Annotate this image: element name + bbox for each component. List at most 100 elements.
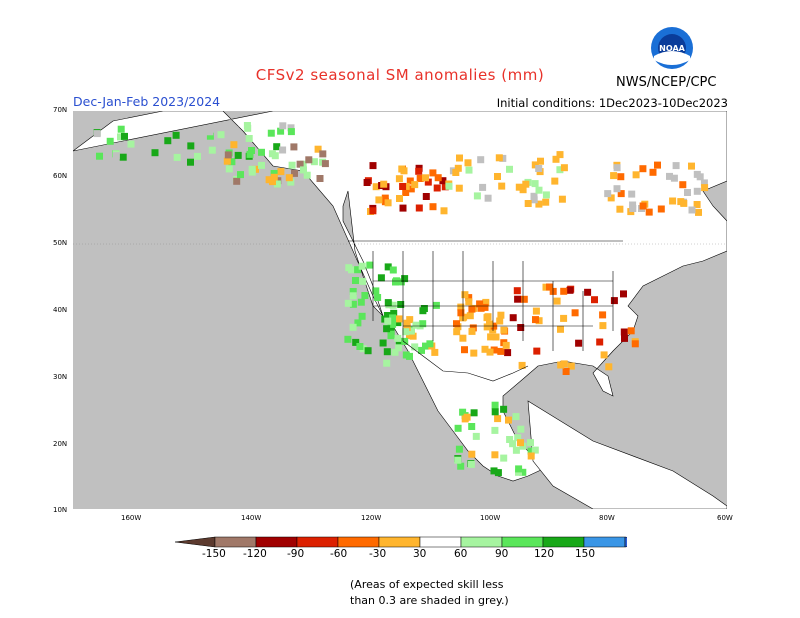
anomaly-cell (369, 162, 377, 170)
anomaly-cell (121, 132, 128, 140)
season-label: Dec-Jan-Feb 2023/2024 (73, 94, 221, 109)
anomaly-cell (482, 298, 490, 306)
anomaly-cell (389, 314, 396, 322)
anomaly-cell (467, 460, 475, 468)
anomaly-cell (610, 297, 618, 305)
anomaly-cell (535, 317, 543, 325)
anomaly-cell (411, 181, 419, 189)
anomaly-cell (517, 324, 525, 331)
anomaly-cell (527, 447, 535, 455)
anomaly-cell (679, 181, 687, 189)
lon-label: 80W (599, 514, 615, 522)
anomaly-cell (383, 348, 391, 356)
anomaly-cell (509, 440, 517, 448)
colorbar-segment (624, 536, 627, 548)
anomaly-cell (552, 155, 560, 163)
anomaly-cell (356, 343, 364, 350)
anomaly-cell (231, 126, 239, 134)
anomaly-cell (514, 295, 522, 303)
anomaly-cell (372, 183, 380, 191)
anomaly-cell (119, 153, 127, 161)
colorbar-segment (583, 536, 626, 548)
anomaly-cell (524, 200, 532, 207)
anomaly-cell (445, 182, 453, 190)
colorbar-segment (501, 536, 544, 548)
lon-label: 140W (241, 514, 262, 522)
anomaly-cell (596, 338, 604, 346)
anomaly-cell (629, 205, 637, 212)
anomaly-cell (233, 177, 241, 185)
anomaly-cell (381, 194, 389, 202)
anomaly-cell (519, 468, 527, 476)
anomaly-cell (403, 319, 411, 327)
anomaly-cell (422, 342, 429, 350)
anomaly-cell (631, 340, 639, 348)
anomaly-cell (616, 205, 624, 213)
anomaly-cell (517, 439, 524, 447)
anomaly-cell (459, 334, 467, 342)
anomaly-cell (172, 131, 180, 139)
anomaly-cell (390, 309, 398, 317)
anomaly-cell (394, 319, 402, 327)
anomaly-cell (244, 124, 252, 132)
anomaly-cell (502, 341, 510, 349)
anomaly-cell (277, 168, 285, 176)
anomaly-cell (512, 446, 520, 454)
anomaly-cell (494, 415, 502, 423)
anomaly-cell (556, 166, 564, 174)
anomaly-cell (418, 346, 425, 354)
anomaly-cell (491, 451, 499, 459)
anomaly-cell (406, 177, 414, 185)
anomaly-cell (473, 192, 481, 200)
anomaly-cell (591, 296, 598, 304)
anomaly-cell (403, 324, 411, 331)
colorbar-segment (542, 536, 585, 548)
anomaly-cell (225, 165, 233, 173)
anomaly-cell (258, 161, 265, 169)
anomaly-cell (310, 158, 318, 166)
skill-note-line: (Areas of expected skill less (350, 578, 504, 591)
anomaly-cell (366, 261, 374, 269)
anomaly-cell (535, 186, 543, 194)
anomaly-cell (491, 401, 499, 409)
anomaly-cell (477, 304, 485, 312)
colorbar-label: 30 (413, 548, 427, 560)
anomaly-cell (399, 183, 407, 190)
anomaly-cell (411, 343, 419, 351)
anomaly-cell (352, 338, 360, 346)
anomaly-cell (206, 128, 214, 136)
anomaly-cell (498, 182, 506, 190)
anomaly-cell (654, 161, 661, 169)
anomaly-cell (484, 313, 492, 321)
anomaly-cell (657, 205, 665, 213)
anomaly-cell (228, 158, 236, 166)
colorbar-segment (255, 536, 298, 548)
anomaly-cell (527, 452, 535, 460)
anomaly-cell (279, 122, 287, 130)
anomaly-cell (187, 142, 195, 150)
anomaly-cell (535, 200, 543, 208)
anomaly-cell (363, 179, 371, 186)
anomaly-cell (344, 335, 352, 343)
anomaly-cell (349, 292, 357, 300)
anomaly-cell (491, 408, 499, 416)
anomaly-cell (273, 180, 281, 188)
anomaly-cell (194, 152, 201, 160)
lat-label: 50N (53, 239, 68, 247)
anomaly-cell (486, 348, 494, 356)
anomaly-cell (496, 317, 504, 325)
anomaly-cell (688, 206, 696, 214)
colorbar-label: -150 (202, 548, 226, 560)
anomaly-cell (96, 152, 103, 160)
anomaly-cell (400, 167, 408, 175)
anomaly-cell (504, 349, 512, 357)
anomaly-cell (669, 197, 677, 205)
anomaly-cell (348, 266, 355, 274)
anomaly-cell (532, 316, 539, 324)
anomaly-cell (500, 454, 508, 462)
anomaly-cell (453, 328, 461, 336)
anomaly-cell (424, 178, 432, 186)
anomaly-cell (287, 124, 295, 132)
anomaly-cell (300, 166, 307, 174)
anomaly-cell (553, 297, 561, 305)
